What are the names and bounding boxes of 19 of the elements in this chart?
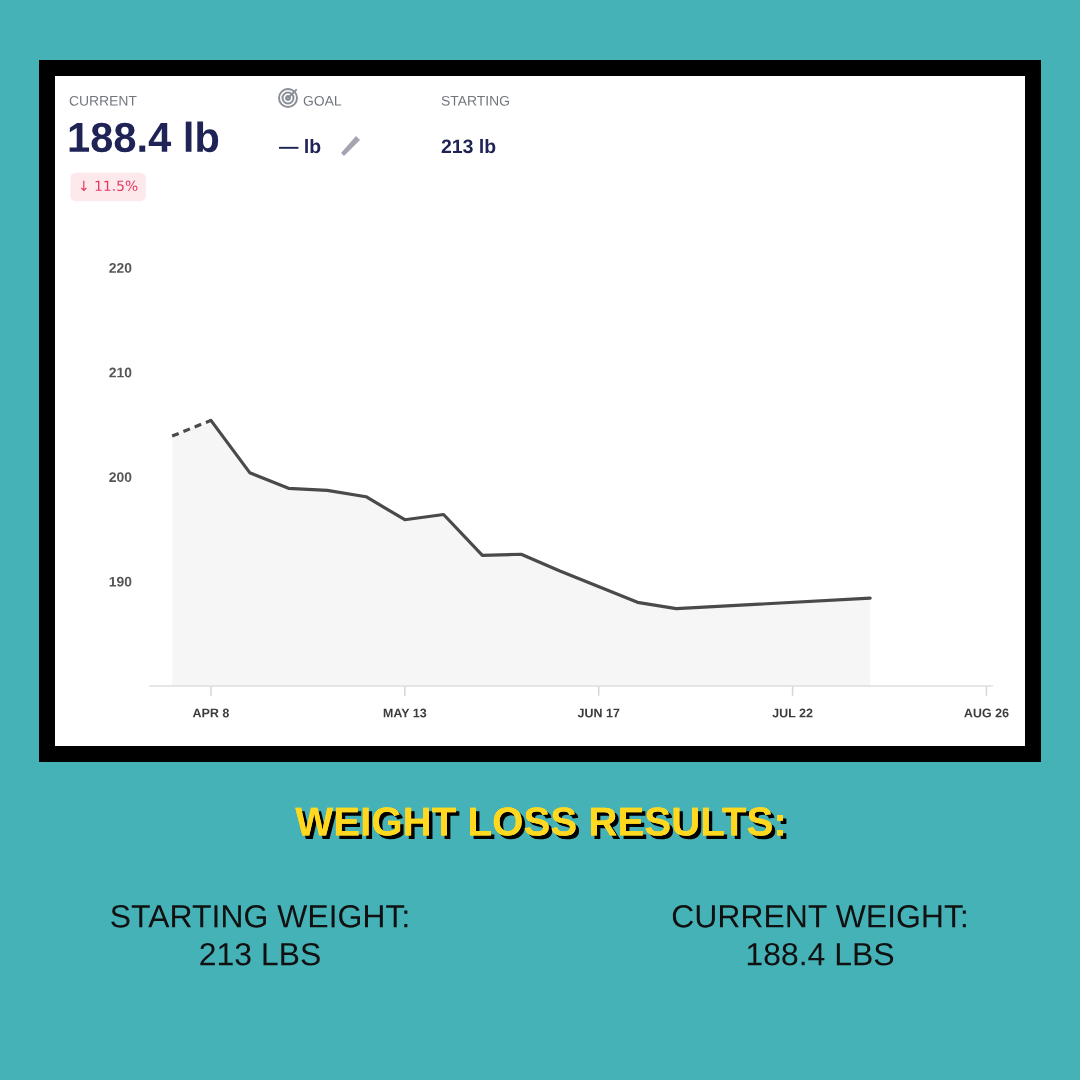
text: 213 lb [441, 138, 496, 154]
text: ↓ 11.5% [80, 180, 138, 192]
x-tick-label: JUN 17 [577, 708, 620, 718]
y-tick-label: 190 [109, 576, 132, 587]
x-tick-label: APR 8 [192, 708, 229, 718]
y-tick-label: 210 [109, 367, 132, 378]
text: GOAL [303, 95, 342, 106]
text: STARTING WEIGHT: 213 LBS [111, 905, 408, 966]
x-tick-label: AUG 26 [964, 708, 1009, 718]
text: CURRENT WEIGHT: 188.4 LBS [672, 905, 966, 966]
x-tick-label: JUL 22 [772, 708, 813, 718]
text: WEIGHT LOSS RESULTS: [295, 807, 787, 840]
text: 188.4 lb [69, 121, 219, 153]
y-tick-label: 220 [109, 263, 132, 273]
x-tick-label: MAY 13 [383, 708, 427, 718]
y-tick-label: 200 [109, 472, 132, 483]
text: — lb [279, 138, 321, 154]
text: STARTING [441, 95, 509, 106]
text: CURRENT [69, 95, 137, 106]
